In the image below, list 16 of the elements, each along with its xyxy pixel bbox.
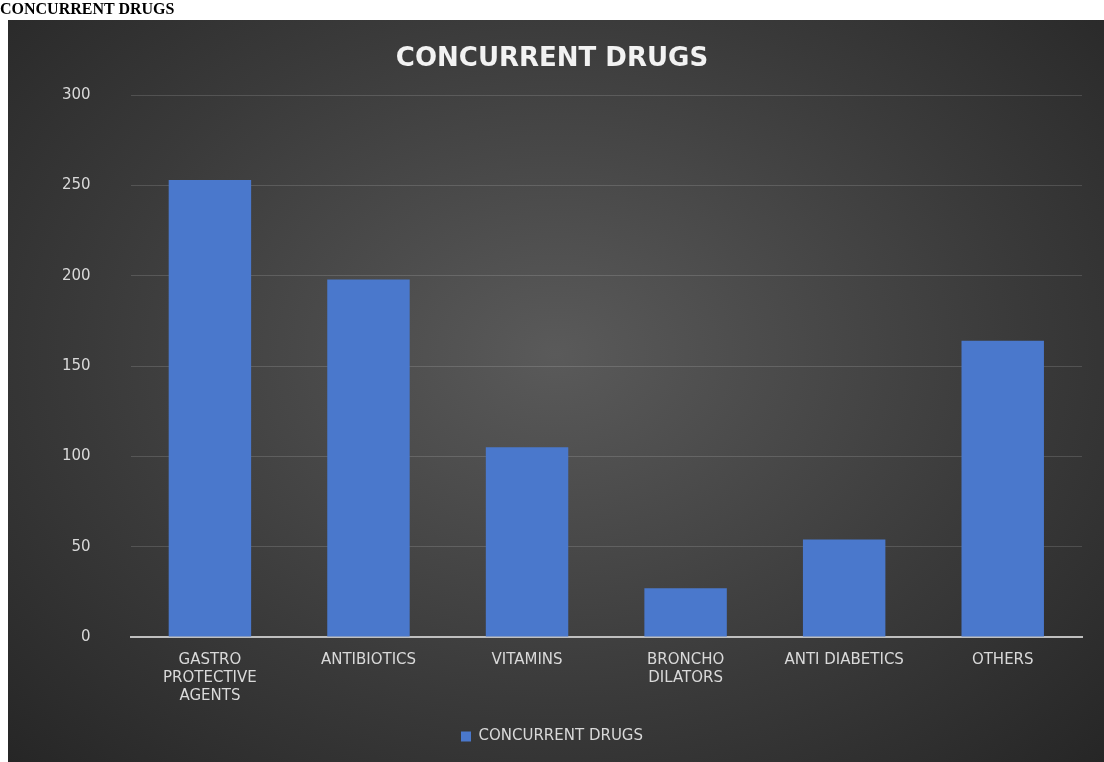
x-tick-label: ANTIBIOTICS	[320, 649, 417, 668]
y-tick-label: 50	[71, 536, 91, 555]
legend-label: CONCURRENT DRUGS	[478, 726, 644, 745]
x-tick-label: BRONCHO DILATORS	[646, 649, 725, 686]
y-tick-label: 300	[61, 85, 91, 104]
y-tick-label: 150	[61, 355, 91, 374]
y-tick-label: 0	[81, 626, 91, 645]
x-tick-label: GASTRO PROTECTIVE AGENTS	[163, 649, 257, 704]
chart-title: CONCURRENT DRUGS	[395, 42, 709, 73]
x-tick-label: OTHERS	[971, 649, 1034, 668]
y-tick-label: 200	[61, 265, 91, 284]
text: CONCURRENT DRUGS	[0, 0, 175, 19]
y-tick-label: 100	[61, 446, 91, 465]
x-tick-label: ANTI DIABETICS	[784, 649, 904, 668]
y-tick-label: 250	[61, 175, 91, 194]
x-tick-label: VITAMINS	[491, 649, 563, 668]
